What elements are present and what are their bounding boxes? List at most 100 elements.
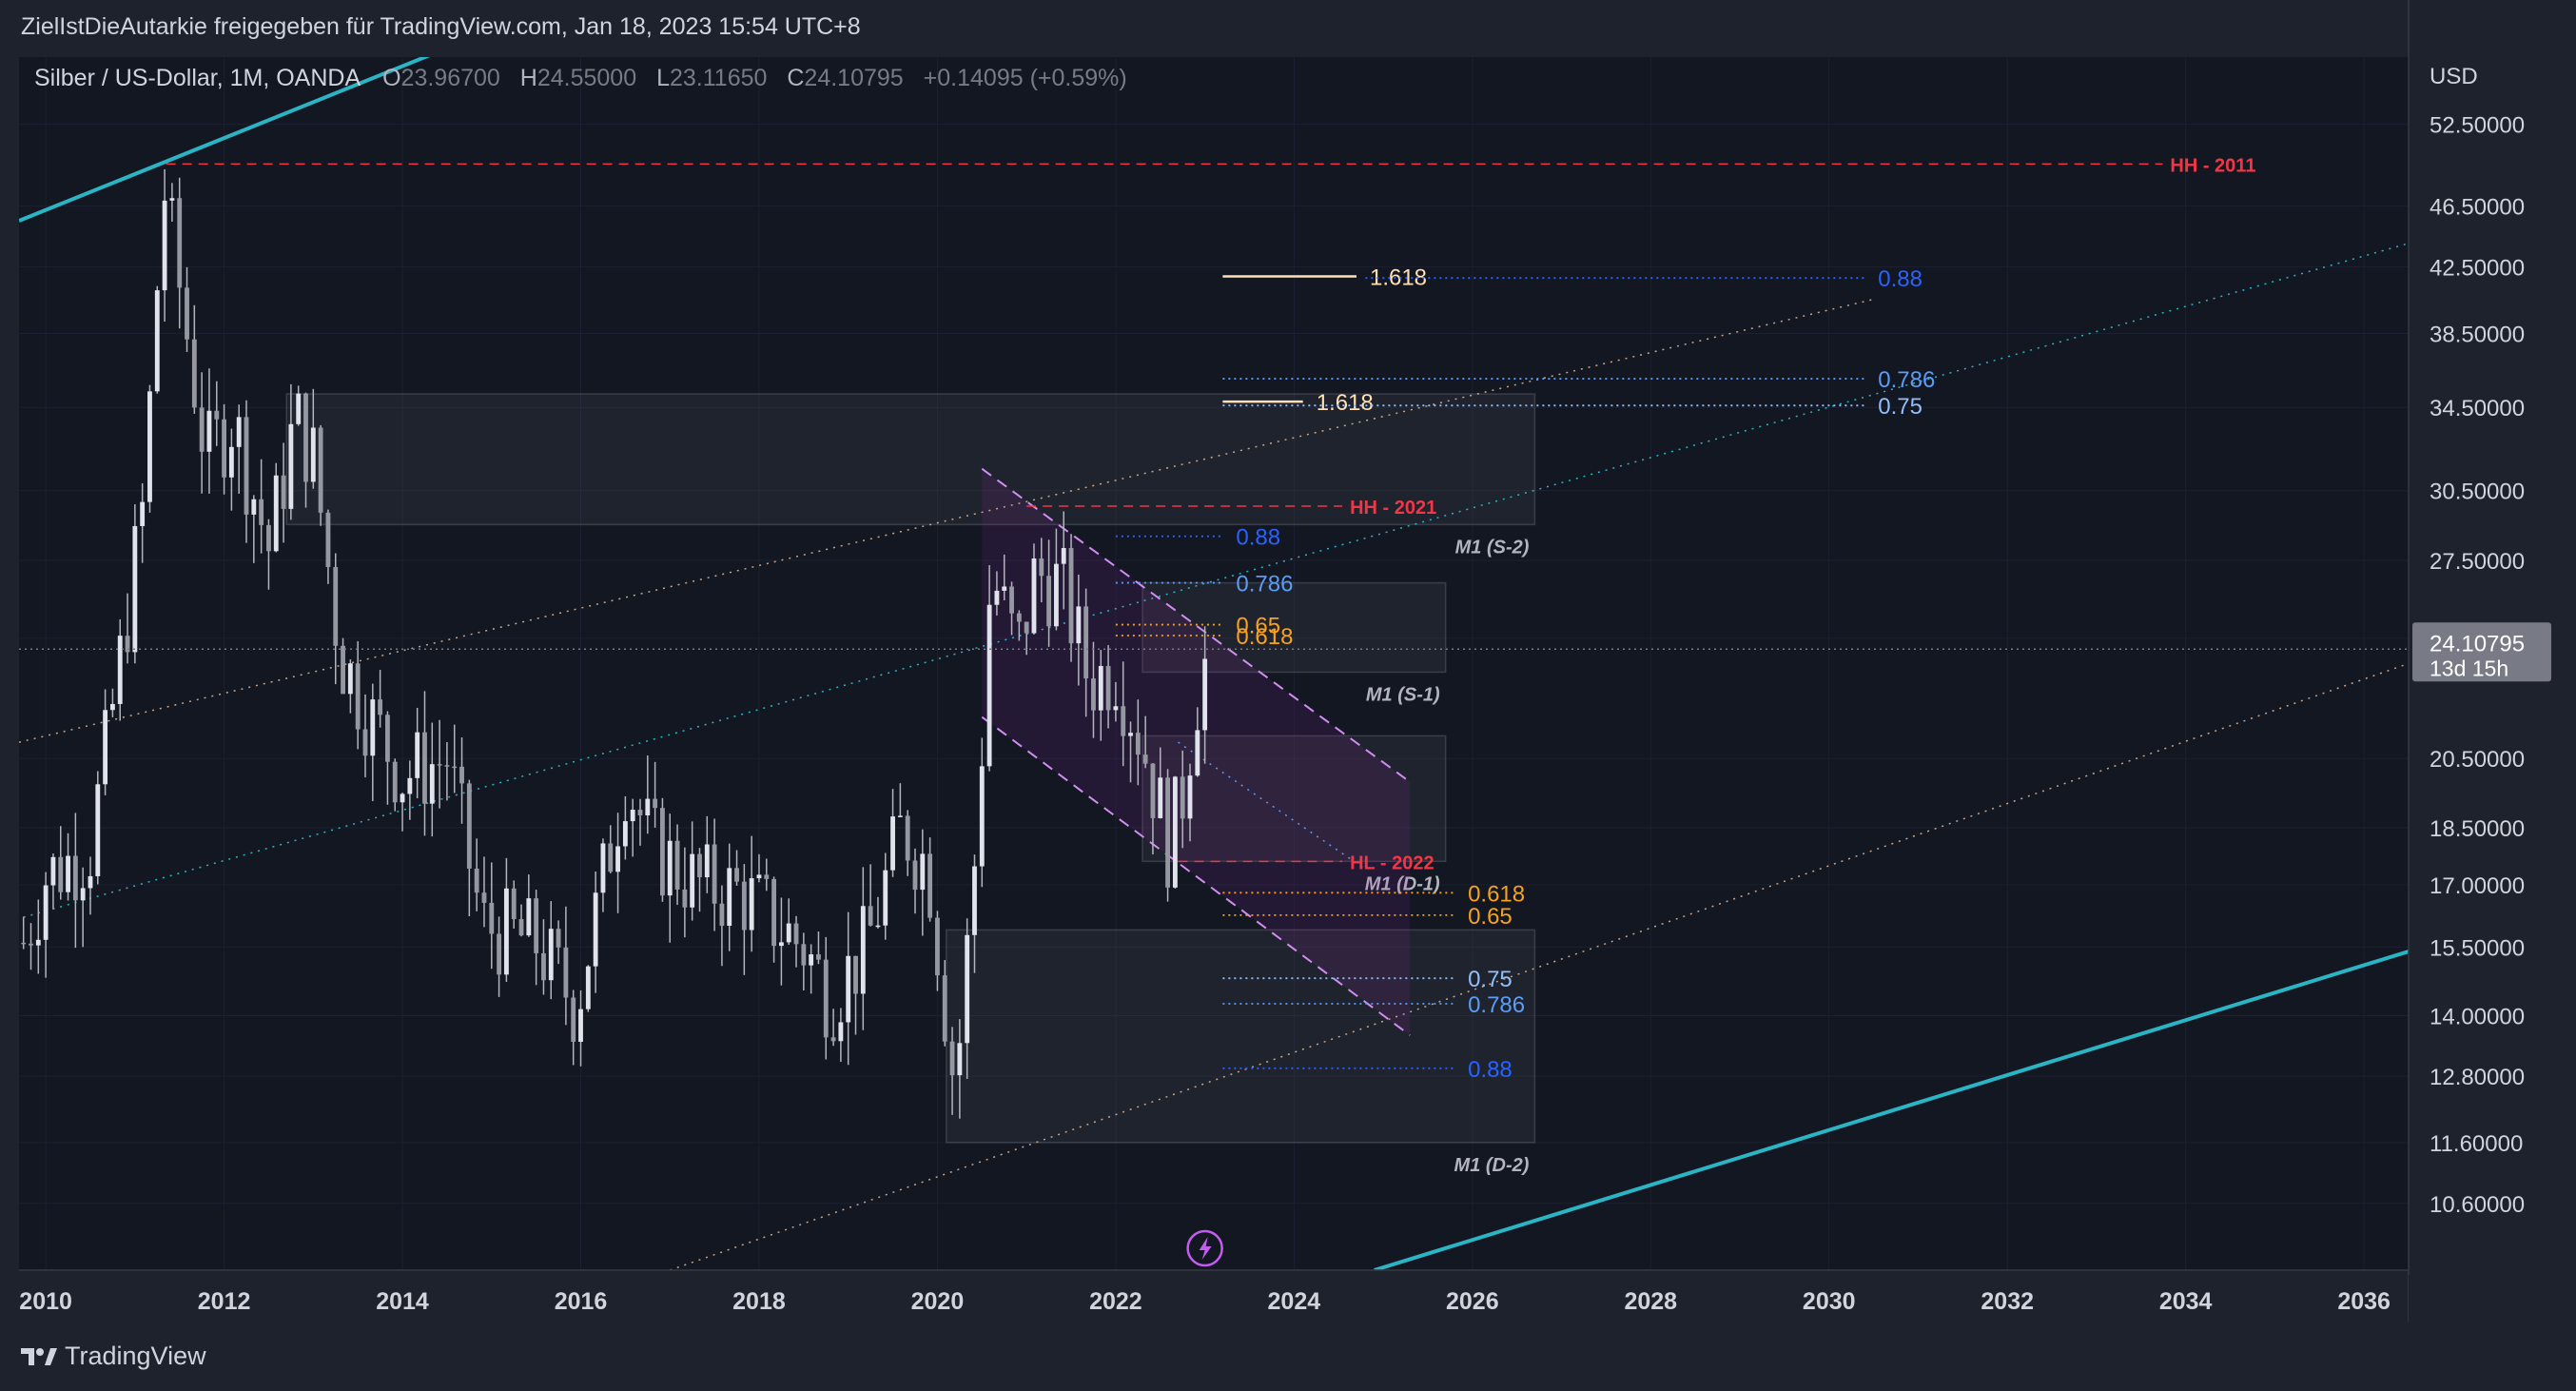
- symbol-title[interactable]: Silber / US-Dollar, 1M, OANDA: [34, 65, 361, 91]
- candle-body: [823, 959, 829, 1038]
- candle: [132, 503, 138, 664]
- teal-channel-lower: [1374, 950, 2409, 1270]
- candle-body: [1105, 665, 1111, 711]
- candle-body: [29, 943, 33, 946]
- candle-body: [526, 898, 532, 936]
- fib-label: 0.618: [1236, 624, 1293, 650]
- candle: [88, 856, 93, 915]
- candle: [1061, 511, 1066, 610]
- candle: [29, 923, 33, 970]
- candle-body: [875, 925, 881, 928]
- candle: [199, 372, 205, 494]
- candle: [778, 897, 784, 986]
- candle: [95, 771, 101, 885]
- candle-body: [169, 198, 175, 201]
- candle-body: [1135, 733, 1141, 755]
- candle-body: [563, 947, 569, 998]
- candle-body: [21, 942, 27, 945]
- candle-body: [370, 699, 376, 756]
- zone-label: M1 (S-1): [1366, 684, 1440, 705]
- candle-body: [303, 393, 308, 482]
- candle-body: [392, 761, 398, 803]
- candle: [1046, 539, 1052, 647]
- candle: [949, 1027, 955, 1115]
- candle-body: [809, 954, 814, 966]
- candlestick-series: [21, 168, 1208, 1119]
- candle-body: [88, 875, 93, 889]
- candle-body: [801, 944, 807, 966]
- y-tick-label: 30.50000: [2430, 480, 2525, 505]
- candle-body: [452, 766, 458, 769]
- x-tick-label: 2026: [1446, 1288, 1499, 1315]
- candle: [585, 965, 591, 1012]
- candle: [392, 758, 398, 812]
- candle-body: [674, 840, 680, 890]
- candle-body: [177, 198, 183, 288]
- candle-body: [630, 810, 635, 822]
- candle-body: [556, 929, 561, 948]
- candle: [1158, 747, 1163, 819]
- candle-body: [764, 874, 770, 879]
- candle: [556, 920, 561, 965]
- candle: [333, 553, 339, 685]
- candle-body: [853, 955, 858, 994]
- candle-body: [1091, 678, 1096, 711]
- low-key: L: [656, 65, 670, 91]
- candle-body: [95, 784, 101, 876]
- candle: [994, 571, 1000, 616]
- zone-box: [1142, 735, 1447, 863]
- x-tick-label: 2036: [2337, 1288, 2391, 1315]
- footer-brand[interactable]: TradingView: [19, 1342, 206, 1371]
- candle-body: [228, 446, 234, 478]
- candle: [474, 838, 479, 911]
- candle: [370, 683, 376, 802]
- candle-body: [1180, 776, 1185, 819]
- candle: [1105, 645, 1111, 729]
- candle-body: [608, 843, 614, 872]
- fib-label: 0.65: [1468, 904, 1512, 930]
- candle: [489, 862, 495, 970]
- x-tick-label: 2032: [1981, 1288, 2034, 1315]
- y-tick-label: 17.00000: [2430, 873, 2525, 899]
- candle: [1195, 707, 1200, 777]
- plot-background[interactable]: [19, 57, 2409, 1270]
- candle-body: [793, 923, 799, 945]
- candle: [608, 825, 614, 873]
- candle: [214, 381, 220, 446]
- candle-body: [593, 892, 598, 967]
- candle: [35, 899, 41, 974]
- candle: [43, 872, 49, 978]
- candle: [125, 593, 130, 664]
- candle-body: [942, 975, 947, 1042]
- channel-upper-line: [981, 467, 1411, 783]
- candle-body: [741, 881, 747, 931]
- candle: [667, 813, 673, 943]
- candle: [734, 850, 739, 886]
- candle-body: [935, 917, 940, 976]
- candle: [511, 880, 517, 930]
- price-badge-countdown: 13d 15h: [2430, 656, 2508, 680]
- candle-body: [965, 934, 970, 1044]
- candle-body: [147, 391, 152, 502]
- candle-body: [645, 798, 651, 815]
- fib-label: 0.65: [1236, 614, 1280, 639]
- candle: [935, 911, 940, 991]
- candle: [942, 960, 947, 1047]
- high-key: H: [519, 65, 537, 91]
- y-tick-label: 18.50000: [2430, 816, 2525, 842]
- candle: [109, 688, 115, 717]
- candle: [682, 847, 688, 938]
- candle: [415, 707, 420, 799]
- candle-body: [637, 810, 643, 815]
- fib-label: 0.75: [1468, 967, 1512, 992]
- candle: [117, 618, 123, 721]
- candle-body: [1150, 763, 1156, 818]
- level-label: HH - 2021: [1350, 498, 1436, 519]
- candle-body: [1113, 706, 1119, 711]
- candle-body: [1172, 776, 1178, 888]
- x-tick-label: 2012: [198, 1288, 251, 1315]
- candle: [630, 798, 635, 857]
- zone-label: M1 (D-1): [1365, 873, 1440, 894]
- candle-body: [548, 929, 554, 981]
